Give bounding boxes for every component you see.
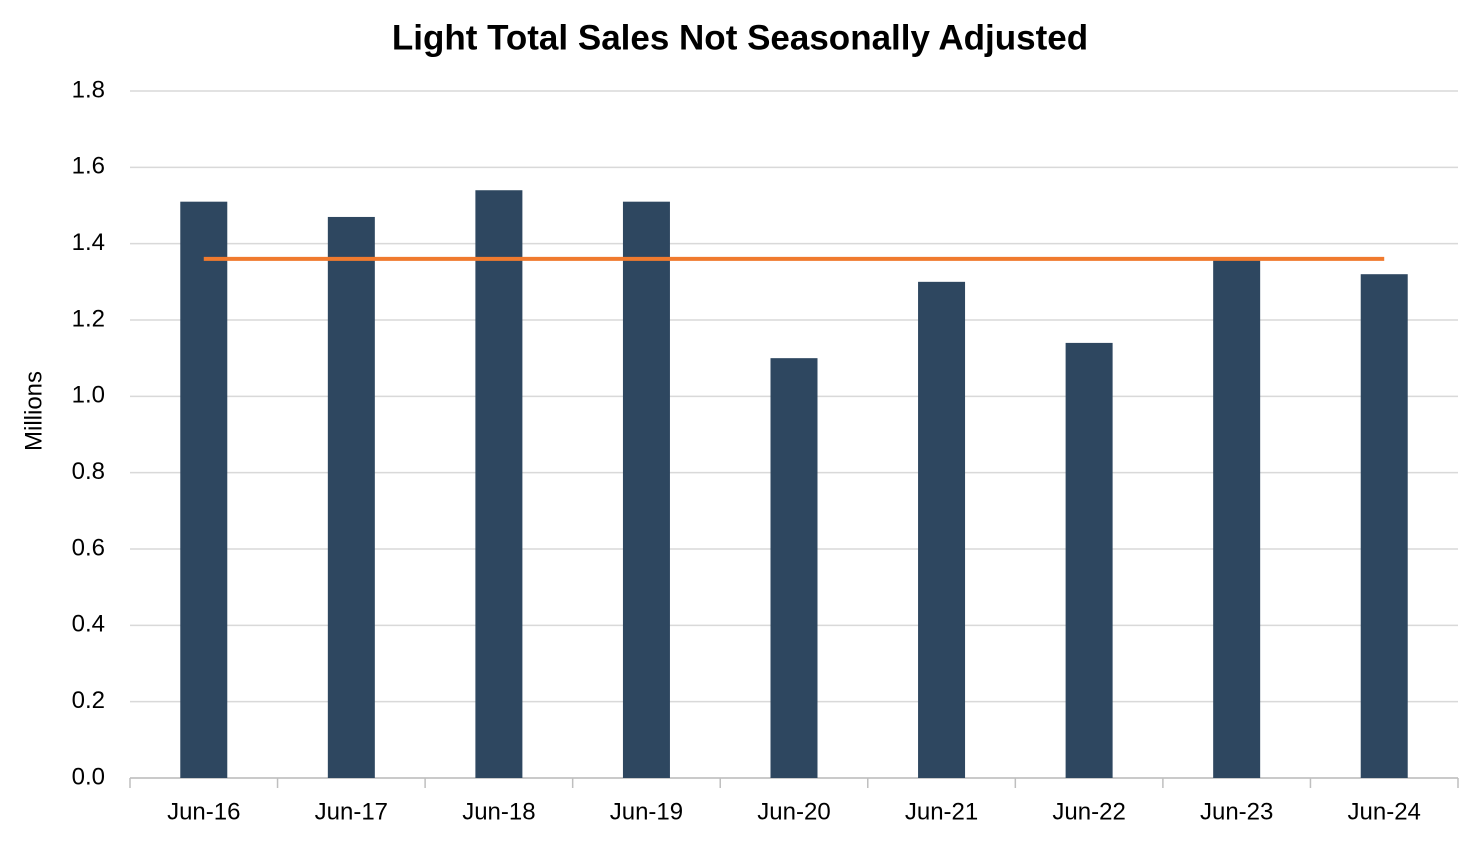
bar [180,201,228,778]
bar [622,201,670,778]
y-axis-label: Millions [20,371,47,451]
x-tick-label: Jun-16 [167,798,240,825]
y-tick-label: 0.2 [72,687,105,714]
x-tick-label: Jun-22 [1052,798,1125,825]
x-tick-label: Jun-24 [1348,798,1421,825]
y-tick-label: 1.8 [72,76,105,103]
bar [1213,258,1261,778]
y-tick-label: 0.8 [72,458,105,485]
x-tick-label: Jun-20 [757,798,830,825]
x-tick-label: Jun-18 [462,798,535,825]
x-tick-label: Jun-21 [905,798,978,825]
bar [1360,274,1408,778]
y-tick-label: 0.6 [72,534,105,561]
bar [918,281,966,778]
y-tick-label: 1.0 [72,382,105,409]
y-tick-label: 0.0 [72,763,105,790]
x-tick-label: Jun-23 [1200,798,1273,825]
x-tick-label: Jun-19 [610,798,683,825]
y-tick-label: 0.4 [72,611,105,638]
y-tick-label: 1.2 [72,305,105,332]
y-tick-label: 1.6 [72,153,105,180]
bar [1065,342,1113,778]
y-tick-label: 1.4 [72,229,105,256]
bar [475,190,523,778]
chart-title: Light Total Sales Not Seasonally Adjuste… [392,18,1088,57]
bar [327,216,375,778]
x-tick-label: Jun-17 [315,798,388,825]
bar [770,358,818,778]
